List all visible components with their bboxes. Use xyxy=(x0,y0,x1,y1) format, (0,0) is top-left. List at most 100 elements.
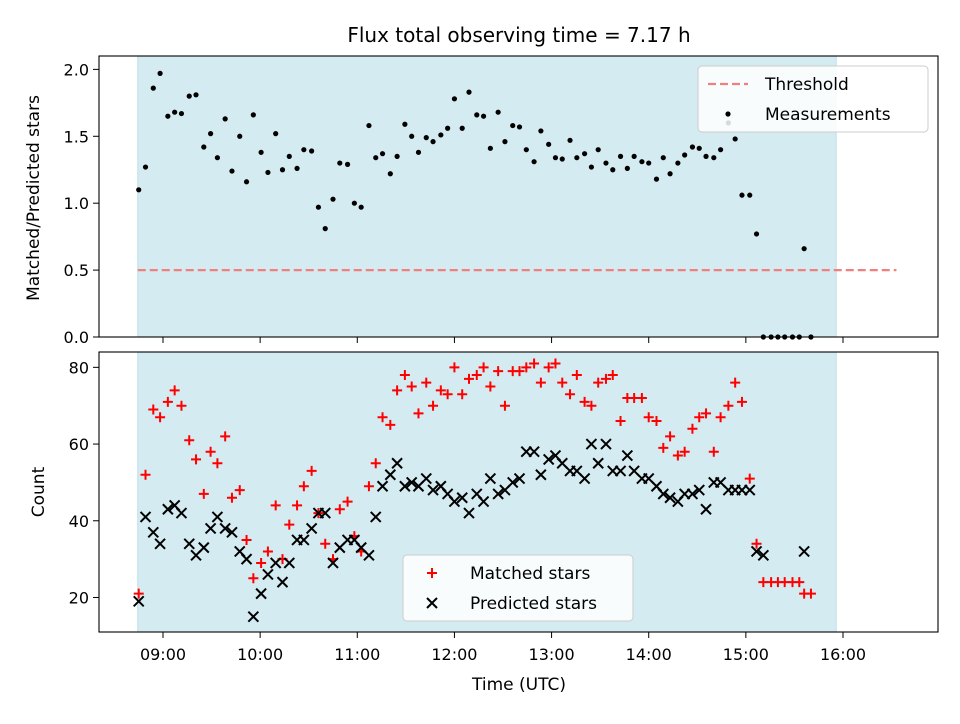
predicted-star-point xyxy=(456,492,468,504)
predicted-star-point xyxy=(578,472,591,485)
measurement-point xyxy=(552,155,559,161)
measurement-point xyxy=(402,121,408,127)
predicted-star-point xyxy=(162,503,174,515)
predicted-star-point xyxy=(798,545,810,558)
measurement-point xyxy=(201,144,207,150)
matched-star-point xyxy=(493,366,504,377)
matched-star-point xyxy=(730,377,741,388)
measurement-point xyxy=(294,165,300,171)
matched-star-point xyxy=(471,370,482,381)
measurement-point xyxy=(243,179,250,185)
predicted-star-point xyxy=(600,438,612,450)
measurement-point xyxy=(474,112,480,118)
predicted-star-point xyxy=(507,476,519,489)
measurement-point xyxy=(696,145,702,151)
measurement-point xyxy=(617,153,624,159)
matched-star-point xyxy=(805,588,816,599)
measurement-point xyxy=(495,109,501,115)
measurement-point xyxy=(732,136,738,142)
predicted-star-point xyxy=(477,495,490,508)
predicted-star-point xyxy=(700,503,712,515)
measurement-point xyxy=(516,124,523,130)
predicted-star-point xyxy=(492,488,504,500)
measurement-point xyxy=(747,192,753,198)
measurement-point xyxy=(222,116,228,122)
predicted-star-point xyxy=(535,469,547,481)
matched-star-point xyxy=(514,366,525,377)
predicted-star-point xyxy=(448,495,461,508)
matched-star-point xyxy=(435,385,446,396)
predicted-star-point xyxy=(204,522,217,535)
measurement-point xyxy=(430,139,436,145)
matched-star-point xyxy=(565,389,576,400)
matched-star-point xyxy=(256,557,267,568)
measurement-point xyxy=(387,171,393,177)
predicted-star-point xyxy=(744,484,756,496)
measurement-point xyxy=(286,153,292,159)
x-tick-label: 16:00 xyxy=(820,645,866,664)
legend-matched-swatch xyxy=(427,568,437,578)
matched-star-point xyxy=(406,381,417,392)
measurement-point xyxy=(588,164,595,170)
matched-star-point xyxy=(687,423,698,434)
chart-title: Flux total observing time = 7.17 h xyxy=(347,23,690,47)
matched-star-point xyxy=(212,458,223,469)
predicted-star-point xyxy=(183,538,195,550)
ratio-legend-box xyxy=(697,65,929,133)
predicted-star-point xyxy=(198,541,210,554)
predicted-star-point xyxy=(363,549,375,561)
measurement-point xyxy=(646,160,652,166)
measurement-point xyxy=(229,168,235,174)
matched-star-point xyxy=(399,370,410,381)
matched-star-point xyxy=(155,412,166,423)
matched-star-point xyxy=(162,396,173,407)
measurement-point xyxy=(502,139,508,145)
matched-star-point xyxy=(234,485,245,496)
predicted-star-point xyxy=(139,511,152,523)
legend-matched-label: Matched stars xyxy=(470,564,590,584)
matched-star-point xyxy=(262,546,273,557)
predicted-star-point xyxy=(757,549,770,561)
matched-star-point xyxy=(744,473,755,484)
matched-star-point xyxy=(457,389,468,400)
predicted-star-point xyxy=(147,526,159,538)
measurement-point xyxy=(510,122,516,129)
predicted-star-point xyxy=(391,457,403,469)
predicted-star-point xyxy=(427,484,439,496)
predicted-star-point xyxy=(693,484,705,496)
predicted-star-point xyxy=(211,511,224,523)
measurement-point xyxy=(574,155,580,161)
predicted-star-point xyxy=(463,507,475,519)
matched-star-point xyxy=(521,362,532,373)
matched-star-point xyxy=(184,435,195,446)
legend-measurement-swatch xyxy=(725,111,731,117)
matched-star-point xyxy=(385,419,396,430)
matched-star-point xyxy=(529,358,540,369)
predicted-star-point xyxy=(327,557,339,569)
count-axes-frame xyxy=(98,351,939,633)
matched-star-point xyxy=(169,385,180,396)
predicted-star-point xyxy=(614,465,627,477)
predicted-star-point xyxy=(276,576,289,588)
predicted-star-point xyxy=(513,472,526,485)
matched-star-point xyxy=(198,488,209,499)
measurement-point xyxy=(582,151,588,157)
measurement-point xyxy=(595,147,601,153)
matched-star-point xyxy=(708,446,719,457)
matched-star-point xyxy=(579,396,590,407)
count-y-tick-label: 60 xyxy=(69,435,89,454)
matched-star-point xyxy=(298,481,309,492)
measurement-point xyxy=(682,152,688,158)
matched-star-point xyxy=(133,588,144,599)
predicted-star-point xyxy=(686,488,699,500)
measurement-point xyxy=(631,153,637,159)
measurement-point xyxy=(157,70,163,76)
matched-star-point xyxy=(499,400,510,411)
measurement-point xyxy=(459,125,465,131)
predicted-star-point xyxy=(133,595,145,608)
measurement-point xyxy=(667,171,673,177)
measurement-point xyxy=(423,135,429,141)
measurement-point xyxy=(559,156,565,162)
ratio-y-tick-label: 2.0 xyxy=(64,60,89,79)
